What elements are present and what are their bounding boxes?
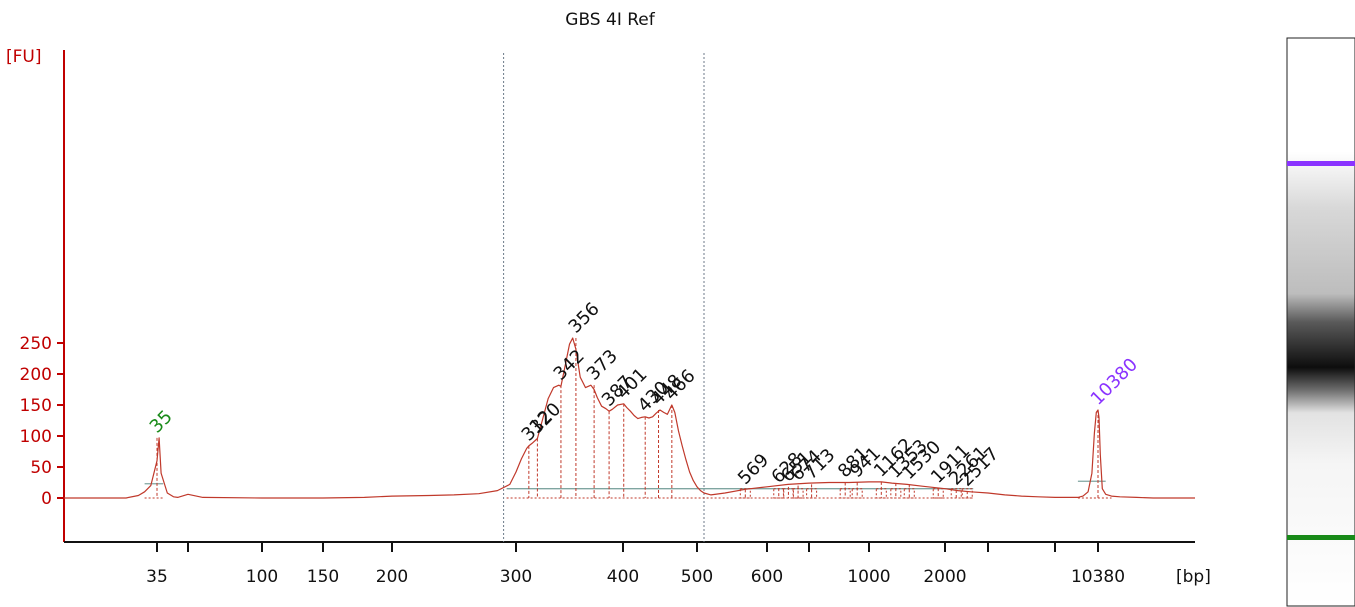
peak-label: 342 bbox=[550, 346, 589, 385]
x-axis-label: [bp] bbox=[1176, 567, 1211, 587]
peak-window bbox=[932, 488, 944, 499]
tick-labels: 0 50 100 150 200 250 35 100 150 200 300 400 500 600 10… bbox=[20, 334, 1126, 587]
chart-title: GBS 4I Ref bbox=[565, 10, 655, 30]
x-tick-label: 500 bbox=[681, 567, 713, 587]
x-tick-label: 35 bbox=[146, 567, 168, 587]
peak-window bbox=[875, 488, 887, 499]
y-tick-label: 200 bbox=[20, 365, 52, 385]
y-tick-label: 150 bbox=[20, 396, 52, 416]
peak-label: 10380 bbox=[1087, 354, 1142, 409]
peak-window bbox=[961, 488, 973, 499]
x-tick-label: 200 bbox=[376, 567, 408, 587]
trace-line bbox=[64, 337, 1195, 499]
gel-band-lower-marker bbox=[1287, 535, 1355, 540]
peak-window bbox=[950, 488, 962, 499]
x-tick-label: 150 bbox=[307, 567, 339, 587]
peak-label: 356 bbox=[565, 298, 604, 337]
peak-window bbox=[782, 488, 794, 499]
peak-window bbox=[890, 488, 902, 499]
axes bbox=[63, 50, 1195, 543]
x-tick-label: 2000 bbox=[923, 567, 966, 587]
x-tick-label: 600 bbox=[751, 567, 783, 587]
x-tick-label: 400 bbox=[607, 567, 639, 587]
y-tick-label: 50 bbox=[30, 458, 52, 478]
gel-lane bbox=[1286, 37, 1355, 607]
peak-labels: 35 31232034235637338740143044846656962865… bbox=[146, 298, 1142, 490]
peak-window bbox=[792, 488, 804, 499]
y-tick-label: 250 bbox=[20, 334, 52, 354]
y-tick-label: 100 bbox=[20, 427, 52, 447]
peak-label: 569 bbox=[734, 450, 773, 489]
peak-lines bbox=[156, 338, 1099, 499]
x-tick-label: 300 bbox=[500, 567, 532, 587]
y-tick-label: 0 bbox=[41, 489, 52, 509]
trace bbox=[64, 337, 1195, 499]
x-tick-label: 10380 bbox=[1071, 567, 1125, 587]
peak-window bbox=[806, 488, 818, 499]
gel-image bbox=[1286, 37, 1355, 607]
peak-window bbox=[903, 488, 915, 499]
peak-window bbox=[839, 488, 851, 499]
peak-window bbox=[851, 488, 863, 499]
gel-band-upper-marker bbox=[1287, 161, 1355, 166]
y-axis-label: [FU] bbox=[6, 47, 42, 67]
x-tick-label: 1000 bbox=[847, 567, 890, 587]
peak-window bbox=[773, 488, 785, 499]
x-tick-label: 100 bbox=[246, 567, 278, 587]
peak-label: 35 bbox=[146, 406, 177, 437]
